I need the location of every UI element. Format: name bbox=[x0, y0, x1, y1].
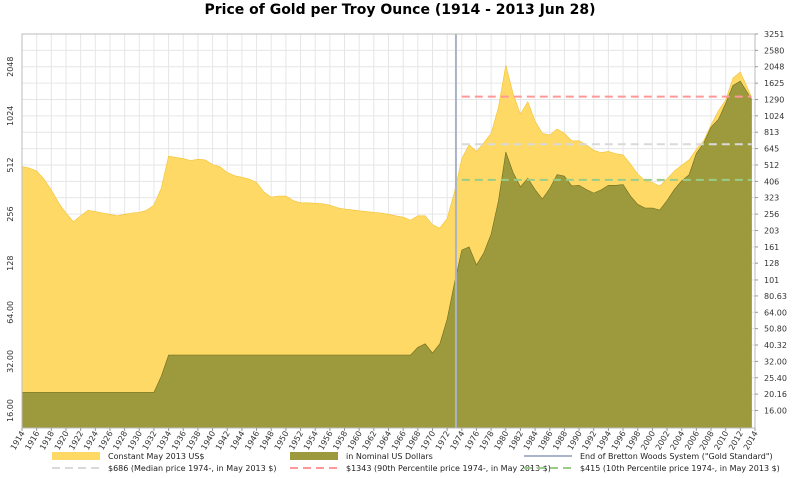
y-right-tick-label: 64.00 bbox=[764, 308, 787, 317]
y-right-tick-label: 512 bbox=[764, 161, 779, 170]
legend-label: Constant May 2013 US$ bbox=[108, 452, 205, 461]
y-left-tick-label: 1024 bbox=[6, 106, 15, 126]
y-right-tick-label: 20.16 bbox=[764, 390, 787, 399]
y-left-tick-label: 128 bbox=[6, 256, 15, 271]
x-axis: 1914191619181920192219241926192819301932… bbox=[9, 428, 760, 452]
y-right-tick-label: 203 bbox=[764, 227, 779, 236]
y-right-tick-label: 2580 bbox=[764, 46, 784, 55]
legend-label: $686 (Median price 1974-, in May 2013 $) bbox=[108, 464, 276, 473]
y-right-tick-label: 323 bbox=[764, 194, 779, 203]
y-right-tick-label: 1290 bbox=[764, 96, 784, 105]
y-right-tick-label: 256 bbox=[764, 210, 779, 219]
legend-label: $415 (10th Percentile price 1974-, in Ma… bbox=[580, 464, 780, 473]
legend-label: $1343 (90th Percentile price 1974-, in M… bbox=[346, 464, 551, 473]
legend-label: End of Bretton Woods System ("Gold Stand… bbox=[580, 452, 773, 461]
y-right-tick-label: 101 bbox=[764, 276, 779, 285]
y-axis-left: 16.00 32.00 64.00 128 256 512 1024 2048 bbox=[6, 57, 15, 422]
reference-lines bbox=[461, 95, 752, 181]
y-right-tick-label: 16.00 bbox=[764, 407, 787, 416]
y-axis-right: 3251 2580 2048 1625 1290 1024 813 645 512 406 323 2… bbox=[755, 30, 787, 416]
y-right-tick-label: 1024 bbox=[764, 112, 784, 121]
y-left-tick-label: 2048 bbox=[6, 57, 15, 77]
y-right-tick-label: 25.40 bbox=[764, 374, 787, 383]
y-right-tick-label: 3251 bbox=[764, 30, 784, 39]
y-right-tick-label: 1625 bbox=[764, 79, 784, 88]
legend-label: in Nominal US Dollars bbox=[346, 452, 433, 461]
y-left-tick-label: 64.00 bbox=[6, 301, 15, 324]
y-right-tick-label: 813 bbox=[764, 128, 779, 137]
legend: Constant May 2013 US$ in Nominal US Dolla… bbox=[52, 452, 780, 473]
legend-swatch bbox=[290, 452, 338, 460]
y-right-tick-label: 161 bbox=[764, 243, 779, 252]
y-right-tick-label: 645 bbox=[764, 145, 779, 154]
y-right-tick-label: 128 bbox=[764, 259, 779, 268]
y-left-tick-label: 16.00 bbox=[6, 399, 15, 422]
y-left-tick-label: 512 bbox=[6, 157, 15, 172]
y-left-tick-label: 256 bbox=[6, 206, 15, 221]
y-right-tick-label: 2048 bbox=[764, 63, 784, 72]
series-area-nominal-dollars bbox=[21, 80, 752, 429]
y-right-tick-label: 80.63 bbox=[764, 292, 787, 301]
chart-title: Price of Gold per Troy Ounce (1914 - 201… bbox=[204, 2, 596, 18]
y-left-tick-label: 32.00 bbox=[6, 350, 15, 373]
legend-swatch bbox=[52, 452, 100, 460]
y-right-tick-label: 50.80 bbox=[764, 325, 787, 334]
y-right-tick-label: 32.00 bbox=[764, 357, 787, 366]
series-areas bbox=[21, 64, 752, 429]
y-right-tick-label: 406 bbox=[764, 177, 779, 186]
y-right-tick-label: 40.32 bbox=[764, 341, 787, 350]
x-tick-label: 2014 bbox=[742, 430, 760, 452]
